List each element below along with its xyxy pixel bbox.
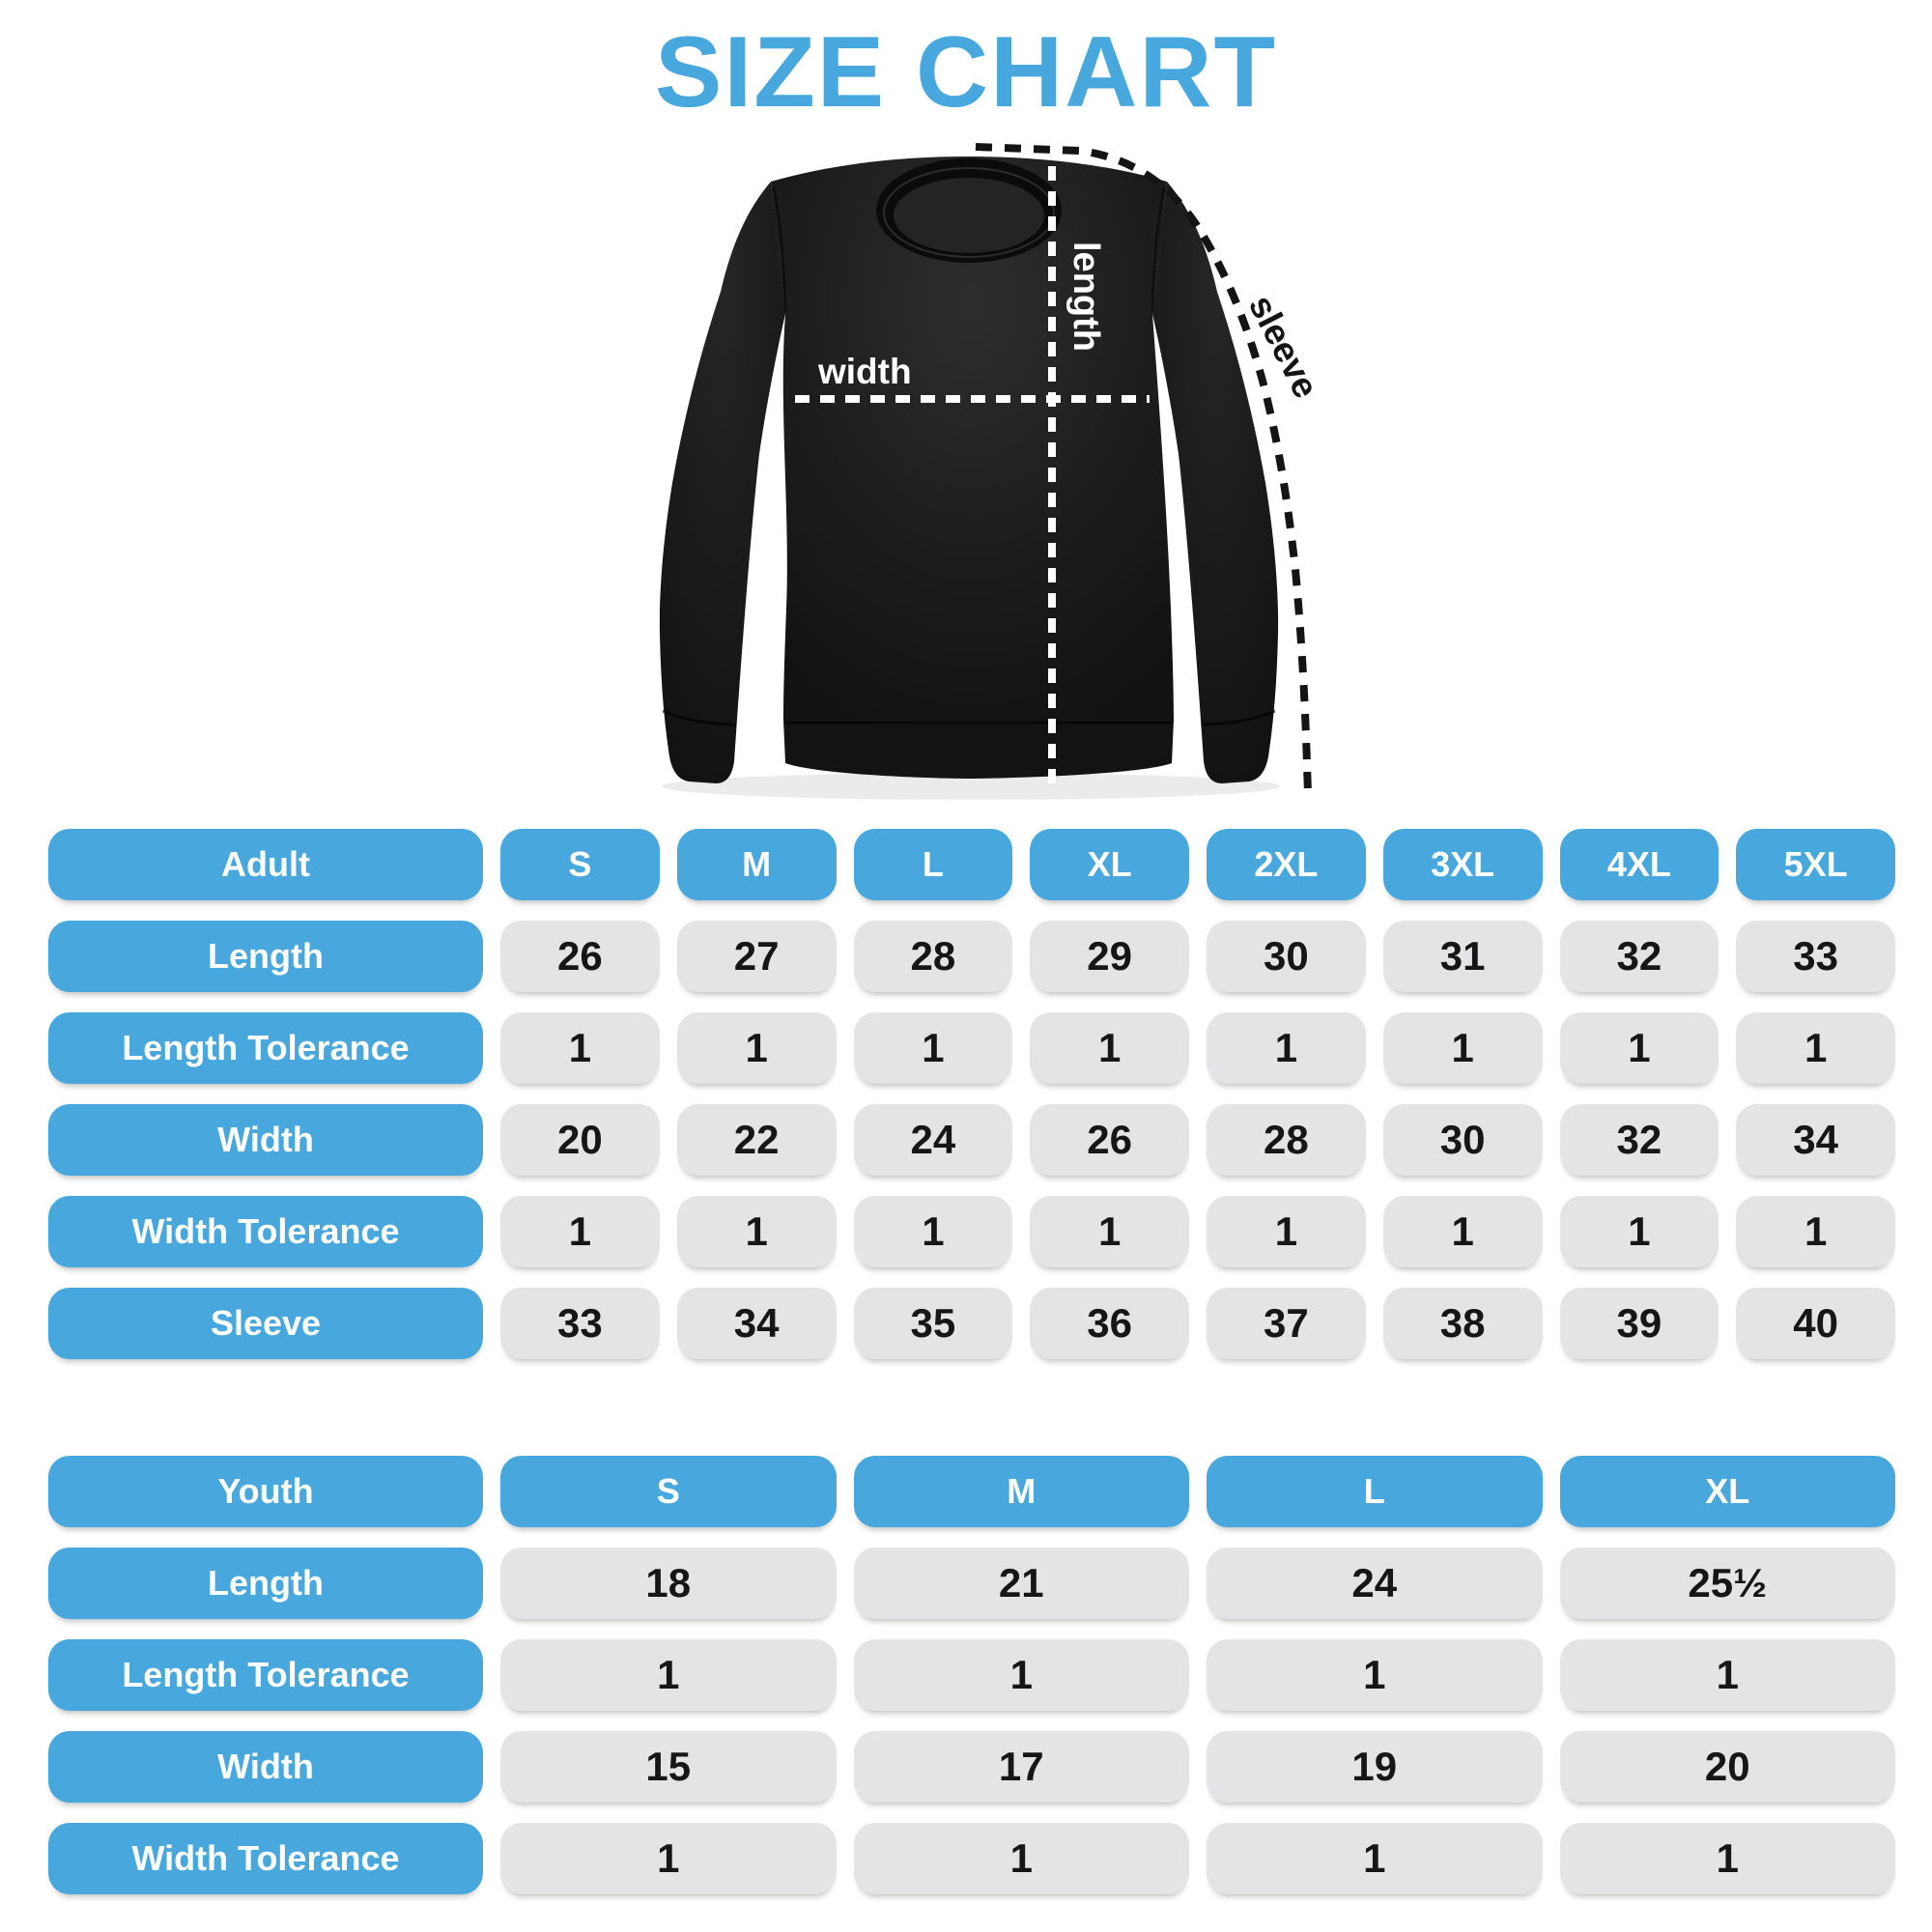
value-pill: 38: [1382, 1288, 1543, 1359]
value-pill: 1: [500, 1196, 660, 1267]
value-pill: 39: [1559, 1288, 1719, 1359]
value-pill: 1: [1207, 1196, 1366, 1267]
value-pill: 1: [853, 1196, 1013, 1267]
value-pill: 1: [1736, 1196, 1895, 1267]
row-label-pill: Length: [48, 921, 483, 992]
value-pill: 21: [853, 1548, 1189, 1619]
value-pill: 37: [1207, 1288, 1366, 1359]
value-pill: 1: [1559, 1012, 1719, 1084]
value-pill: 1: [676, 1012, 837, 1084]
value-pill: 1: [1559, 1196, 1719, 1267]
youth-size-table: Youth S M L XL Length 18 21 24 25½ Length Toleranc…: [48, 1456, 1895, 1894]
size-header-pill: 3XL: [1382, 829, 1543, 900]
value-pill: 1: [853, 1012, 1013, 1084]
value-pill: 29: [1030, 921, 1189, 992]
value-pill: 1: [500, 1823, 837, 1894]
row-label-pill: Width: [48, 1104, 483, 1176]
size-header-pill: 5XL: [1736, 829, 1895, 900]
value-pill: 33: [1736, 921, 1895, 992]
row-label-pill: Width: [48, 1731, 483, 1803]
right-sleeve: [1152, 182, 1279, 783]
value-pill: 1: [500, 1639, 837, 1711]
value-pill: 1: [1559, 1823, 1895, 1894]
value-pill: 1: [1382, 1196, 1543, 1267]
collar-rim-highlight: [883, 167, 1055, 258]
size-header-pill: M: [676, 829, 837, 900]
adult-size-table: Adult S M L XL 2XL 3XL 4XL 5XL Length 26 27 28 29 30 31…: [48, 829, 1895, 1359]
size-header-pill: L: [853, 829, 1013, 900]
value-pill: 1: [1559, 1639, 1895, 1711]
value-pill: 33: [500, 1288, 660, 1359]
value-pill: 17: [853, 1731, 1189, 1803]
right-armhole-seam: [1151, 186, 1166, 313]
value-pill: 18: [500, 1548, 837, 1619]
value-pill: 1: [500, 1012, 660, 1084]
value-pill: 24: [853, 1104, 1013, 1176]
ground-shadow: [662, 773, 1280, 800]
collar-inner: [894, 178, 1044, 253]
size-header-pill: S: [500, 1456, 837, 1527]
right-cuff-seam: [1201, 709, 1276, 726]
row-label-pill: Length Tolerance: [48, 1639, 483, 1711]
value-pill: 25½: [1559, 1548, 1895, 1619]
row-label-pill: Width Tolerance: [48, 1196, 483, 1267]
row-label-pill: Sleeve: [48, 1288, 483, 1359]
value-pill: 1: [1030, 1012, 1189, 1084]
sweatshirt-illustration: width length sleeve: [659, 143, 1326, 800]
value-pill: 28: [1207, 1104, 1366, 1176]
size-header-pill: XL: [1559, 1456, 1895, 1527]
value-pill: 22: [676, 1104, 837, 1176]
value-pill: 36: [1030, 1288, 1189, 1359]
value-pill: 31: [1382, 921, 1543, 992]
page-title: SIZE CHART: [655, 16, 1277, 128]
value-pill: 1: [676, 1196, 837, 1267]
width-label: width: [817, 352, 912, 391]
value-pill: 19: [1207, 1731, 1543, 1803]
size-header-pill: L: [1207, 1456, 1543, 1527]
value-pill: 34: [676, 1288, 837, 1359]
size-header-pill: 2XL: [1207, 829, 1366, 900]
value-pill: 1: [1207, 1639, 1543, 1711]
value-pill: 28: [853, 921, 1013, 992]
value-pill: 35: [853, 1288, 1013, 1359]
sweatshirt-diagram: width length sleeve: [599, 87, 1333, 821]
value-pill: 1: [1207, 1012, 1366, 1084]
value-pill: 30: [1382, 1104, 1543, 1176]
value-pill: 34: [1736, 1104, 1895, 1176]
value-pill: 40: [1736, 1288, 1895, 1359]
row-label-pill: Length: [48, 1548, 483, 1619]
sleeve-measure-line: [975, 143, 1312, 795]
value-pill: 1: [1030, 1196, 1189, 1267]
table-group-label: Adult: [48, 829, 483, 900]
value-pill: 26: [1030, 1104, 1189, 1176]
value-pill: 1: [1207, 1823, 1543, 1894]
left-cuff-seam: [662, 709, 737, 726]
size-header-pill: S: [500, 829, 660, 900]
table-group-label: Youth: [48, 1456, 483, 1527]
length-label: length: [1065, 242, 1106, 352]
value-pill: 20: [1559, 1731, 1895, 1803]
value-pill: 1: [1382, 1012, 1543, 1084]
value-pill: 1: [1736, 1012, 1895, 1084]
value-pill: 32: [1559, 1104, 1719, 1176]
value-pill: 15: [500, 1731, 837, 1803]
value-pill: 30: [1207, 921, 1366, 992]
value-pill: 27: [676, 921, 837, 992]
row-label-pill: Length Tolerance: [48, 1012, 483, 1084]
value-pill: 24: [1207, 1548, 1543, 1619]
value-pill: 32: [1559, 921, 1719, 992]
value-pill: 1: [853, 1823, 1189, 1894]
left-armhole-seam: [772, 186, 787, 313]
torso: [771, 156, 1174, 720]
hem-band: [783, 720, 1174, 779]
size-header-pill: M: [853, 1456, 1189, 1527]
value-pill: 20: [500, 1104, 660, 1176]
size-header-pill: XL: [1030, 829, 1189, 900]
value-pill: 1: [853, 1639, 1189, 1711]
value-pill: 26: [500, 921, 660, 992]
size-header-pill: 4XL: [1559, 829, 1719, 900]
left-sleeve: [659, 182, 785, 783]
row-label-pill: Width Tolerance: [48, 1823, 483, 1894]
